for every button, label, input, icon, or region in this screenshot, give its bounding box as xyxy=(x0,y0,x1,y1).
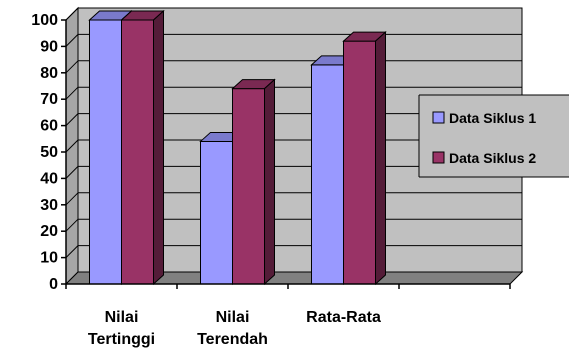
legend: Data Siklus 1 Data Siklus 2 xyxy=(418,94,569,178)
bar-side xyxy=(375,30,386,286)
gridline-side xyxy=(65,192,79,206)
gridline-side xyxy=(65,166,79,179)
bar-side xyxy=(153,9,164,286)
y-tick-label: 80 xyxy=(40,65,58,82)
y-tick-label: 90 xyxy=(40,38,58,55)
gridline-side xyxy=(65,139,79,153)
legend-swatch xyxy=(432,111,445,124)
x-category-label: Nilai xyxy=(105,309,139,326)
gridline-side xyxy=(65,60,79,74)
bar-front xyxy=(343,40,376,285)
y-tick-label: 100 xyxy=(31,12,58,29)
gridline-side xyxy=(65,245,79,258)
bars xyxy=(88,9,387,286)
x-category-label: Rata-Rata xyxy=(306,309,381,326)
gridline-side xyxy=(65,7,79,21)
gridline-side xyxy=(65,113,79,126)
y-tick-label: 30 xyxy=(40,197,58,214)
legend-swatch xyxy=(432,151,445,164)
bar xyxy=(342,30,387,286)
bar-front xyxy=(121,19,154,285)
x-axis-labels: Nilai Tertinggi Nilai Terendah Rata-Rata xyxy=(88,309,381,348)
x-category-label: Tertinggi xyxy=(88,331,155,348)
x-category-label: Nilai xyxy=(216,309,250,326)
y-tick-label: 70 xyxy=(40,91,58,108)
y-tick-label: 60 xyxy=(40,118,58,135)
legend-label: Data Siklus 2 xyxy=(449,150,536,166)
gridline-side xyxy=(65,218,79,232)
gridline-side xyxy=(65,34,79,47)
bar-front xyxy=(200,140,233,285)
y-tick-label: 40 xyxy=(40,170,58,187)
legend-label: Data Siklus 1 xyxy=(449,110,536,126)
bar xyxy=(120,9,165,286)
y-tick-label: 20 xyxy=(40,223,58,240)
bar-front xyxy=(232,88,265,285)
y-axis-ticks: 0 10 20 30 40 50 60 70 80 90 100 xyxy=(31,12,66,293)
y-tick-label: 10 xyxy=(40,250,58,267)
x-category-label: Terendah xyxy=(197,331,268,348)
bar xyxy=(231,78,276,286)
bar-front xyxy=(311,64,344,285)
y-tick-label: 50 xyxy=(40,144,58,161)
bar-front xyxy=(89,19,122,285)
gridline-side xyxy=(65,86,79,100)
y-tick-label: 0 xyxy=(49,276,58,293)
bar-side xyxy=(264,78,275,286)
